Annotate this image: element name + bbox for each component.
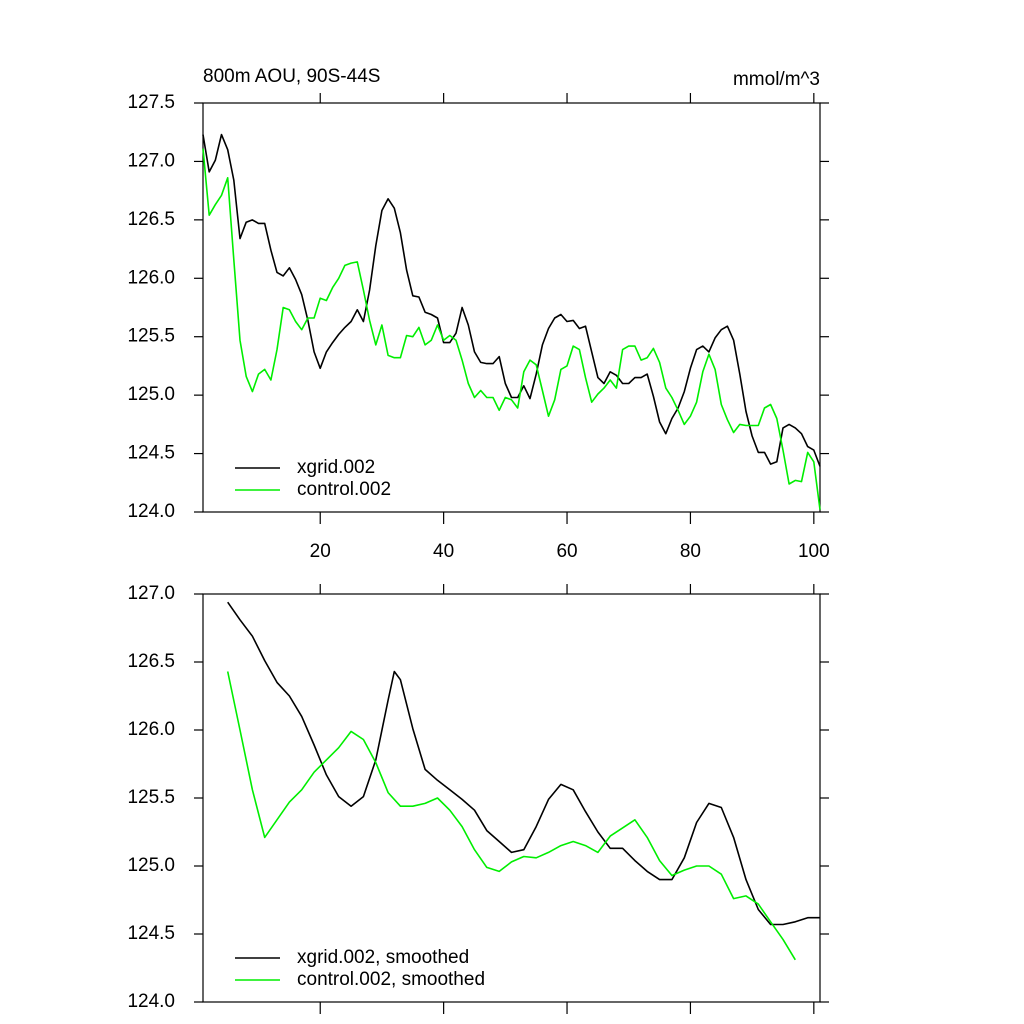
y-tick-label: 124.0 [127,991,175,1012]
y-tick-label: 125.0 [127,384,175,405]
y-tick-label: 127.5 [127,92,175,113]
y-tick-label: 124.5 [127,443,175,464]
series-line [227,601,820,926]
series-line [202,133,821,467]
series-line [202,148,821,510]
y-tick-label: 127.0 [127,583,175,604]
legend-label: control.002, smoothed [297,969,485,990]
y-tick-label: 125.5 [127,326,175,347]
y-tick-label: 124.0 [127,501,175,522]
x-tick-label: 60 [556,541,577,562]
y-tick-label: 126.5 [127,209,175,230]
plot-frame [202,102,821,513]
x-tick-label: 40 [433,541,454,562]
y-tick-label: 125.0 [127,855,175,876]
units-label: mmol/m^3 [733,69,820,90]
y-tick-label: 126.5 [127,651,175,672]
x-tick-label: 80 [680,541,701,562]
y-tick-label: 125.5 [127,787,175,808]
y-tick-label: 126.0 [127,267,175,288]
x-tick-label: 100 [798,541,830,562]
chart-title: 800m AOU, 90S-44S [203,66,380,87]
y-tick-label: 126.0 [127,719,175,740]
series-line [226,671,796,961]
legend-label: xgrid.002 [297,457,375,478]
y-tick-label: 127.0 [127,150,175,171]
legend-label: xgrid.002, smoothed [297,947,469,968]
x-tick-label: 20 [310,541,331,562]
y-tick-label: 124.5 [127,923,175,944]
legend-label: control.002 [297,479,391,500]
plot-frame [202,593,821,1003]
